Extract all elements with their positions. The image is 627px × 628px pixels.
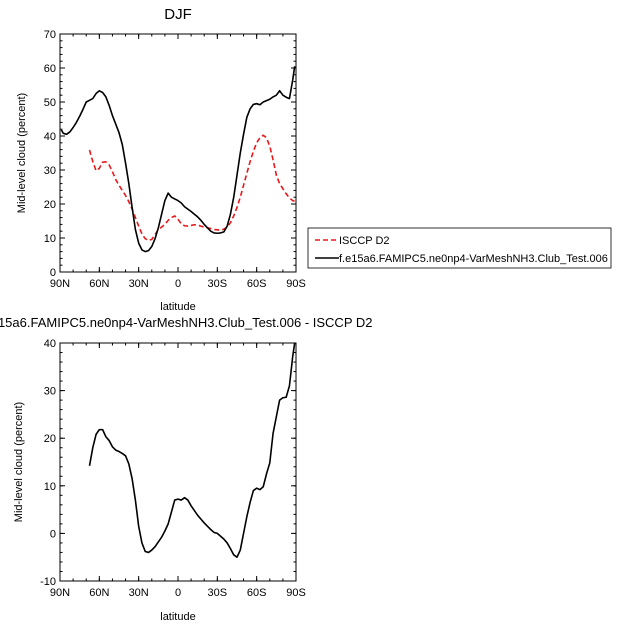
top-series-line-0 <box>88 134 295 242</box>
bottom-y-tick-label: 10 <box>44 481 56 493</box>
top-y-tick-label: 40 <box>44 131 56 143</box>
legend-label-model: f.e15a6.FAMIPC5.ne0np4-VarMeshNH3.Club_T… <box>339 253 608 265</box>
top-chart-title: DJF <box>164 6 192 23</box>
bottom-x-tick-label: 60N <box>89 587 109 599</box>
legend: ISCCP D2 f.e15a6.FAMIPC5.ne0np4-VarMeshN… <box>307 227 612 269</box>
bottom-y-tick-label: 30 <box>44 386 56 398</box>
top-y-tick-label: 0 <box>50 267 56 279</box>
top-panel: DJF 90N 60N 30N 0 30S 60S 90S 0 10 20 30 40 50 60 70 l… <box>16 6 306 313</box>
top-x-tick-label: 0 <box>175 278 181 290</box>
bottom-panel: f.e15a6.FAMIPC5.ne0np4-VarMeshNH3.Club_T… <box>0 315 373 623</box>
top-x-tick-label: 60S <box>247 278 267 290</box>
top-y-axis-label: Mid-level cloud (percent) <box>16 93 28 213</box>
bottom-y-axis-label: Mid-level cloud (percent) <box>13 402 25 522</box>
top-y-tick-label: 20 <box>44 199 56 211</box>
top-series-line-1 <box>60 66 296 253</box>
bottom-x-tick-label: 60S <box>247 587 267 599</box>
top-x-tick-label: 60N <box>89 278 109 290</box>
top-x-tick-label: 90S <box>286 278 306 290</box>
top-plot-frame <box>59 33 297 273</box>
bottom-y-tick-label: 0 <box>50 528 56 540</box>
bottom-y-tick-label: -10 <box>40 576 56 588</box>
top-y-tick-label: 10 <box>44 233 56 245</box>
bottom-plot-area: 90N 60N 30N 0 30S 60S 90S -10 0 10 20 30 40 <box>40 338 306 599</box>
bottom-x-axis-label: latitude <box>160 611 195 623</box>
bottom-y-tick-label: 20 <box>44 433 56 445</box>
top-x-tick-label: 30S <box>208 278 228 290</box>
legend-label-isccp: ISCCP D2 <box>339 235 390 247</box>
top-y-tick-label: 70 <box>44 29 56 41</box>
bottom-series-line-0 <box>88 342 296 559</box>
top-x-tick-label: 30N <box>129 278 149 290</box>
bottom-x-tick-label: 90S <box>286 587 306 599</box>
legend-box <box>307 227 612 269</box>
bottom-plot-frame <box>59 342 297 582</box>
bottom-y-tick-label: 40 <box>44 338 56 350</box>
top-x-tick-label: 90N <box>50 278 70 290</box>
top-y-tick-label: 60 <box>44 63 56 75</box>
top-plot-area: 90N 60N 30N 0 30S 60S 90S 0 10 20 30 40 50 60 70 <box>44 29 306 290</box>
bottom-x-tick-label: 0 <box>175 587 181 599</box>
bottom-chart-title: f.e15a6.FAMIPC5.ne0np4-VarMeshNH3.Club_T… <box>0 315 373 330</box>
bottom-x-tick-label: 30S <box>208 587 228 599</box>
top-y-tick-label: 30 <box>44 165 56 177</box>
bottom-x-tick-label: 90N <box>50 587 70 599</box>
top-y-tick-label: 50 <box>44 97 56 109</box>
top-x-axis-label: latitude <box>160 301 195 313</box>
bottom-x-tick-label: 30N <box>129 587 149 599</box>
